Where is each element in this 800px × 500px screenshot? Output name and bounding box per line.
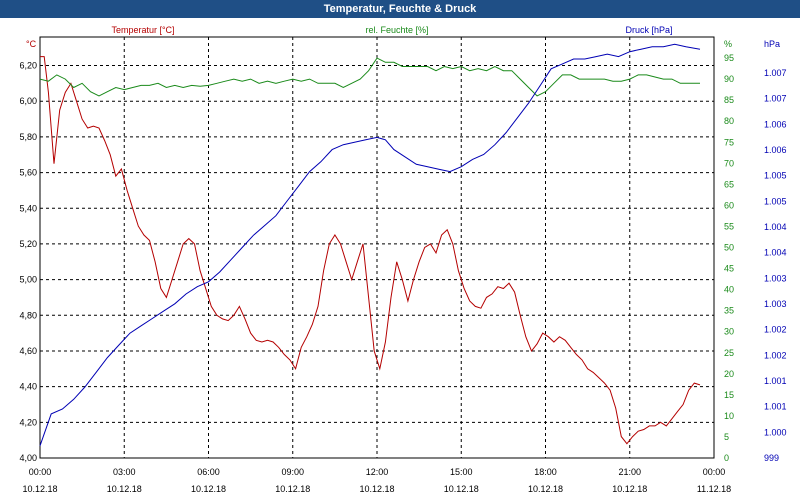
right-axis-humidity-tick: 65 (724, 179, 734, 189)
x-tick-time: 15:00 (450, 467, 473, 477)
x-tick-date: 10.12.18 (359, 484, 394, 494)
series-label: Druck [hPa] (625, 25, 672, 35)
right-axis-humidity-tick: 30 (724, 327, 734, 337)
right-axis-humidity-tick: 55 (724, 221, 734, 231)
right-axis-humidity-tick: 5 (724, 432, 729, 442)
right-axis-pressure-tick: 1.006 (764, 119, 787, 129)
right-axis-pressure-tick: 1.000 (764, 427, 787, 437)
right-axis-pressure-tick: 1.001 (764, 402, 787, 412)
right-axis-pressure-tick: 1.004 (764, 248, 787, 258)
right-axis-humidity-tick: 85 (724, 95, 734, 105)
right-axis-pressure-tick: 1.004 (764, 222, 787, 232)
axis-labels: 00:00 10.12.18 03:00 10.12.18 06:00 10.12.18 0… (19, 25, 786, 494)
left-axis-tick: 4,20 (19, 417, 37, 427)
right-axis-humidity-tick: 10 (724, 411, 734, 421)
right-axis-humidity-tick: 15 (724, 390, 734, 400)
left-axis-unit: °C (26, 39, 37, 49)
right-axis-pressure-tick: hPa (764, 39, 780, 49)
window-title: Temperatur, Feuchte & Druck (0, 0, 800, 18)
series-line (39, 43, 701, 446)
right-axis-humidity-tick: 70 (724, 158, 734, 168)
left-axis-tick: 5,60 (19, 168, 37, 178)
x-tick-time: 09:00 (281, 467, 304, 477)
x-tick-date: 11.12.18 (697, 484, 731, 494)
right-axis-pressure-tick: 1.003 (764, 273, 787, 283)
right-axis-humidity-tick: 60 (724, 200, 734, 210)
right-axis-pressure-tick: 1.003 (764, 299, 787, 309)
series-label: rel. Feuchte [%] (365, 25, 428, 35)
left-axis-tick: 5,20 (19, 239, 37, 249)
left-axis-tick: 4,80 (19, 310, 37, 320)
x-tick-date: 10.12.18 (612, 484, 647, 494)
right-axis-humidity-tick: 90 (724, 74, 734, 84)
right-axis-pressure-tick: 1.002 (764, 350, 787, 360)
right-axis-humidity-tick: 45 (724, 264, 734, 274)
series-lines (39, 43, 701, 446)
right-axis-humidity-tick: 95 (724, 53, 734, 63)
x-tick-date: 10.12.18 (191, 484, 226, 494)
x-tick-time: 03:00 (113, 467, 136, 477)
x-tick-time: 00:00 (29, 467, 52, 477)
left-axis-tick: 4,40 (19, 382, 37, 392)
left-axis-tick: 4,60 (19, 346, 37, 356)
x-tick-time: 12:00 (366, 467, 389, 477)
right-axis-pressure-tick: 1.006 (764, 145, 787, 155)
right-axis-humidity-tick: 80 (724, 116, 734, 126)
x-tick-time: 18:00 (534, 467, 557, 477)
right-axis-pressure-tick: 1.001 (764, 376, 787, 386)
series-label: Temperatur [°C] (111, 25, 174, 35)
right-axis-humidity-tick: 0 (724, 453, 729, 463)
right-axis-humidity-tick: 75 (724, 137, 734, 147)
x-tick-time: 21:00 (618, 467, 641, 477)
left-axis-tick: 4,00 (19, 453, 37, 463)
grid-lines (40, 37, 714, 458)
left-axis-tick: 6,20 (19, 61, 37, 71)
series-line (40, 56, 701, 445)
right-axis-pressure-tick: 1.002 (764, 325, 787, 335)
right-axis-humidity-tick: 25 (724, 348, 734, 358)
left-axis-tick: 5,40 (19, 203, 37, 213)
left-axis-tick: 5,80 (19, 132, 37, 142)
left-axis-tick: 5,00 (19, 275, 37, 285)
right-axis-humidity-tick: 50 (724, 243, 734, 253)
right-axis-humidity-tick: 40 (724, 285, 734, 295)
right-axis-pressure-tick: 999 (764, 453, 779, 463)
x-tick-date: 10.12.18 (528, 484, 563, 494)
right-axis-humidity-tick: 20 (724, 369, 734, 379)
x-tick-date: 10.12.18 (444, 484, 479, 494)
right-axis-pressure-tick: 1.007 (764, 68, 787, 78)
right-axis-pressure-tick: 1.005 (764, 196, 787, 206)
x-tick-date: 10.12.18 (107, 484, 142, 494)
x-tick-time: 06:00 (197, 467, 220, 477)
x-tick-time: 00:00 (703, 467, 726, 477)
right-axis-pressure-tick: 1.007 (764, 94, 787, 104)
series-line (39, 57, 700, 97)
right-axis-pressure-tick: 1.005 (764, 171, 787, 181)
x-tick-date: 10.12.18 (275, 484, 310, 494)
x-tick-date: 10.12.18 (22, 484, 57, 494)
right-axis-humidity-tick: 35 (724, 306, 734, 316)
left-axis-tick: 6,00 (19, 96, 37, 106)
right-axis-humidity-tick: % (724, 39, 732, 49)
